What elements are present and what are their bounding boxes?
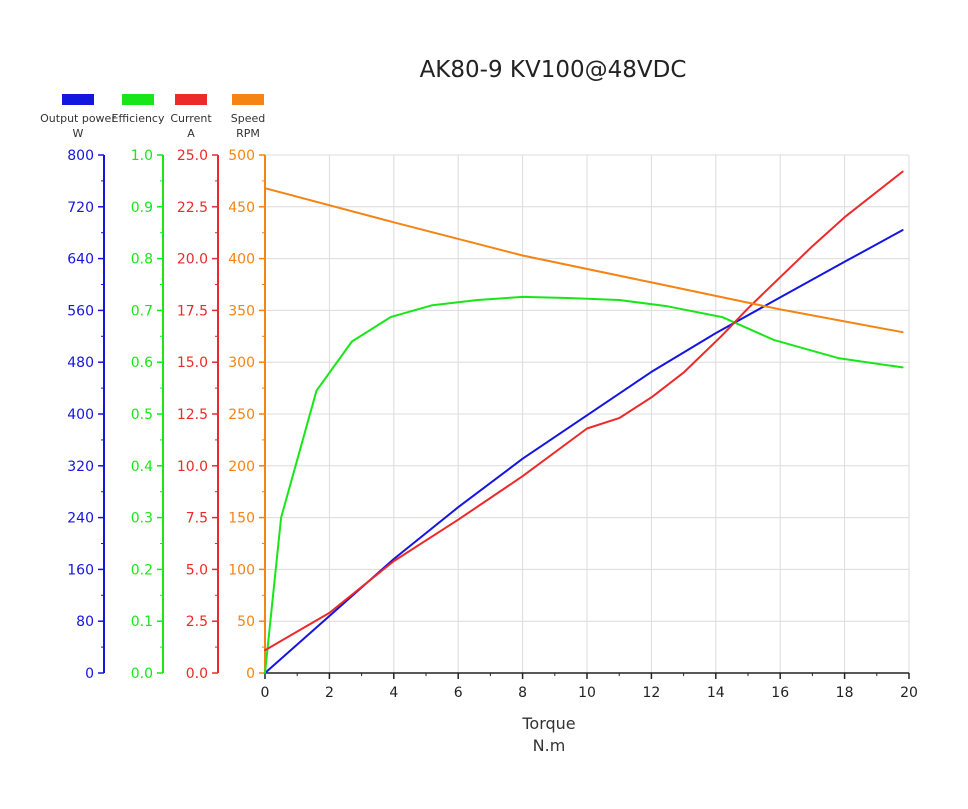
series-line-efficiency bbox=[264, 295, 904, 674]
y-tick-label: 50 bbox=[237, 614, 255, 630]
y-tick-label: 400 bbox=[228, 252, 255, 268]
series-line-power bbox=[264, 229, 904, 674]
y-tick-label: 640 bbox=[67, 252, 94, 268]
legend-entry-efficiency: Efficiency bbox=[112, 94, 165, 125]
x-tick-label: 4 bbox=[389, 685, 398, 701]
series-lines bbox=[264, 170, 904, 674]
legend-name: Output power bbox=[40, 112, 116, 125]
y-tick-label: 240 bbox=[67, 511, 94, 527]
y-tick-label: 7.5 bbox=[186, 511, 208, 527]
x-tick-label: 6 bbox=[454, 685, 463, 701]
series-line-current bbox=[264, 170, 904, 652]
y-tick-label: 22.5 bbox=[177, 200, 208, 216]
y-tick-label: 0.2 bbox=[131, 562, 153, 578]
legend-unit: W bbox=[73, 127, 84, 140]
x-axis-label: Torque bbox=[521, 714, 575, 733]
chart-title: AK80-9 KV100@48VDC bbox=[420, 57, 687, 83]
x-tick-label: 20 bbox=[900, 685, 918, 701]
x-tick-label: 12 bbox=[642, 685, 660, 701]
x-tick-label: 16 bbox=[771, 685, 789, 701]
y-tick-label: 1.0 bbox=[131, 148, 153, 164]
legend: Output power W Efficiency Current A Speed RPM bbox=[40, 94, 265, 140]
x-tick-label: 10 bbox=[578, 685, 596, 701]
x-axis-unit: N.m bbox=[533, 736, 566, 755]
y-tick-label: 0.0 bbox=[131, 666, 153, 682]
x-tick-label: 2 bbox=[325, 685, 334, 701]
legend-swatch bbox=[62, 94, 94, 105]
y-tick-label: 25.0 bbox=[177, 148, 208, 164]
y-tick-label: 0 bbox=[85, 666, 94, 682]
y-tick-label: 160 bbox=[67, 562, 94, 578]
series-line-speed bbox=[264, 187, 904, 334]
y-tick-label: 400 bbox=[67, 407, 94, 423]
legend-name: Current bbox=[170, 112, 212, 125]
y-tick-label: 0.0 bbox=[186, 666, 208, 682]
grid bbox=[265, 154, 910, 673]
legend-entry-current: Current A bbox=[170, 94, 212, 140]
legend-swatch bbox=[232, 94, 264, 105]
y-tick-label: 0.5 bbox=[131, 407, 153, 423]
y-tick-label: 80 bbox=[76, 614, 94, 630]
y-tick-label: 0.4 bbox=[131, 459, 153, 475]
x-tick-label: 0 bbox=[261, 685, 270, 701]
y-tick-label: 17.5 bbox=[177, 303, 208, 319]
legend-unit: A bbox=[187, 127, 195, 140]
y-tick-label: 0.3 bbox=[131, 511, 153, 527]
y-tick-label: 350 bbox=[228, 303, 255, 319]
y-axis-speed: 0 50 100 150 200 250 300 350 400 450 500 bbox=[228, 148, 266, 682]
y-tick-label: 300 bbox=[228, 355, 255, 371]
legend-name: Speed bbox=[231, 112, 265, 125]
x-tick-label: 18 bbox=[836, 685, 854, 701]
legend-unit: RPM bbox=[236, 127, 260, 140]
y-tick-label: 0.8 bbox=[131, 252, 153, 268]
legend-swatch bbox=[175, 94, 207, 105]
y-axis-current: 0.0 2.5 5.0 7.5 10.0 12.5 15.0 17.5 20.0 22.5 25.0 bbox=[177, 148, 219, 682]
y-tick-label: 0.9 bbox=[131, 200, 153, 216]
legend-entry-power: Output power W bbox=[40, 94, 116, 140]
y-tick-label: 720 bbox=[67, 200, 94, 216]
x-tick-label: 8 bbox=[518, 685, 527, 701]
y-tick-label: 0.7 bbox=[131, 303, 153, 319]
y-tick-label: 560 bbox=[67, 303, 94, 319]
y-tick-label: 250 bbox=[228, 407, 255, 423]
y-tick-label: 12.5 bbox=[177, 407, 208, 423]
y-tick-label: 15.0 bbox=[177, 355, 208, 371]
y-tick-label: 800 bbox=[67, 148, 94, 164]
x-axis: 0 2 4 6 8 10 12 14 16 18 20 bbox=[261, 672, 918, 701]
y-tick-label: 2.5 bbox=[186, 614, 208, 630]
y-tick-label: 100 bbox=[228, 562, 255, 578]
legend-swatch bbox=[122, 94, 154, 105]
legend-entry-speed: Speed RPM bbox=[231, 94, 265, 140]
y-tick-label: 320 bbox=[67, 459, 94, 475]
y-tick-label: 500 bbox=[228, 148, 255, 164]
x-tick-label: 14 bbox=[707, 685, 725, 701]
y-tick-label: 200 bbox=[228, 459, 255, 475]
y-tick-label: 0 bbox=[246, 666, 255, 682]
legend-name: Efficiency bbox=[112, 112, 165, 125]
y-tick-label: 20.0 bbox=[177, 252, 208, 268]
y-tick-label: 5.0 bbox=[186, 562, 208, 578]
y-axis-efficiency: 0.0 0.1 0.2 0.3 0.4 0.5 0.6 0.7 0.8 0.9 1.0 bbox=[131, 148, 164, 682]
y-tick-label: 0.1 bbox=[131, 614, 153, 630]
y-tick-label: 480 bbox=[67, 355, 94, 371]
y-tick-label: 150 bbox=[228, 511, 255, 527]
y-axes: 0801602403204004805606407208000.00.10.20… bbox=[67, 148, 266, 682]
y-tick-label: 10.0 bbox=[177, 459, 208, 475]
y-axis-power: 0 80 160 240 320 400 480 560 640 720 800 bbox=[67, 148, 105, 682]
y-tick-label: 450 bbox=[228, 200, 255, 216]
y-tick-label: 0.6 bbox=[131, 355, 153, 371]
